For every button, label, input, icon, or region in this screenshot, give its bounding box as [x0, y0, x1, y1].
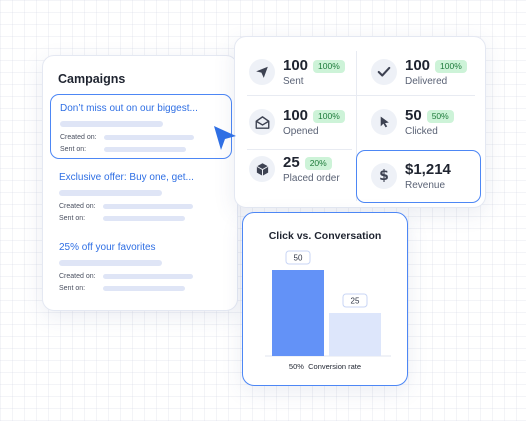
sent-row: Sent on: [59, 284, 232, 292]
data-label: 25 [351, 297, 360, 306]
campaigns-panel: Campaigns Don’t miss out on our biggest.… [42, 55, 238, 311]
sent-row: Sent on: [60, 145, 231, 153]
divider [247, 95, 475, 96]
data-label-box [285, 250, 311, 265]
campaign-item[interactable]: Don’t miss out on our biggest... Created… [50, 94, 232, 159]
chart-panel: Click vs. Conversation 50 25 50% Conversi… [242, 212, 408, 386]
placeholder-bar [59, 260, 162, 266]
cursor-arrow-icon [214, 126, 236, 150]
percent-badge: 20% [304, 156, 332, 170]
placeholder-bar [103, 273, 193, 279]
sent-row: Sent on: [59, 214, 232, 222]
percent-badge: 50% [426, 109, 454, 123]
metric-sent[interactable]: 100 100% Sent [249, 58, 345, 87]
metric-clicked[interactable]: 50 50% Clicked [371, 108, 454, 137]
bar-chart: 50 25 [265, 250, 391, 357]
dollar-icon: $ [371, 163, 397, 189]
placeholder-bar [59, 190, 162, 196]
bar-1 [272, 270, 324, 356]
placeholder-bar [60, 121, 163, 127]
pointer-icon [371, 109, 397, 135]
created-label: Created on: [59, 272, 96, 280]
created-row: Created on: [59, 272, 232, 280]
created-label: Created on: [59, 202, 96, 210]
metric-value: 100 [283, 107, 309, 124]
metric-label: Sent [283, 76, 304, 87]
conversion-label: Conversion rate [308, 362, 362, 371]
data-label-box [342, 293, 368, 308]
campaign-item[interactable]: 25% off your favorites Created on: Sent … [50, 234, 232, 299]
conversion-value: 50% [288, 362, 304, 371]
data-label: 50 [294, 254, 303, 263]
chart-title: Click vs. Conversation [268, 230, 382, 242]
metric-label: Placed order [283, 173, 340, 184]
metric-opened[interactable]: 100 100% Opened [249, 108, 345, 137]
created-label: Created on: [60, 133, 97, 141]
chart-footer: 50% Conversion rate [243, 362, 407, 371]
metric-revenue[interactable]: $ $1,214 Revenue [371, 162, 451, 191]
metric-value: 100 [283, 57, 309, 74]
campaigns-title: Campaigns [58, 72, 126, 86]
placeholder-bar [103, 203, 193, 209]
created-row: Created on: [60, 133, 231, 141]
metrics-panel: 100 100% Sent 100 100% Delivered 100 100% O… [234, 36, 486, 208]
placeholder-bar [104, 134, 194, 140]
bar-2 [329, 313, 381, 356]
divider [356, 51, 357, 201]
metric-label: Clicked [405, 126, 438, 137]
metric-delivered[interactable]: 100 100% Delivered [371, 58, 467, 87]
metric-placed-order[interactable]: 25 20% Placed order [249, 155, 340, 184]
percent-badge: 100% [435, 59, 467, 73]
placeholder-bar [104, 146, 186, 152]
sent-label: Sent on: [60, 145, 87, 153]
package-icon [249, 156, 275, 182]
divider [247, 149, 352, 150]
checkmark-icon [371, 59, 397, 85]
paper-plane-icon [249, 59, 275, 85]
campaign-item[interactable]: Exclusive offer: Buy one, get... Created… [50, 164, 232, 229]
sent-label: Sent on: [59, 284, 86, 292]
created-row: Created on: [59, 202, 232, 210]
percent-badge: 100% [313, 59, 345, 73]
metric-value: $1,214 [405, 161, 451, 178]
metric-label: Revenue [405, 180, 446, 191]
placeholder-bar [103, 285, 185, 291]
metric-label: Opened [283, 126, 319, 137]
sent-label: Sent on: [59, 214, 86, 222]
campaign-name[interactable]: Exclusive offer: Buy one, get... [59, 172, 194, 183]
campaign-name[interactable]: Don’t miss out on our biggest... [60, 103, 198, 114]
metric-value: 100 [405, 57, 431, 74]
metric-label: Delivered [405, 76, 448, 87]
placeholder-bar [103, 215, 185, 221]
campaign-name[interactable]: 25% off your favorites [59, 242, 156, 253]
metric-value: 25 [283, 154, 300, 171]
open-envelope-icon [249, 109, 275, 135]
metric-value: 50 [405, 107, 422, 124]
percent-badge: 100% [313, 109, 345, 123]
